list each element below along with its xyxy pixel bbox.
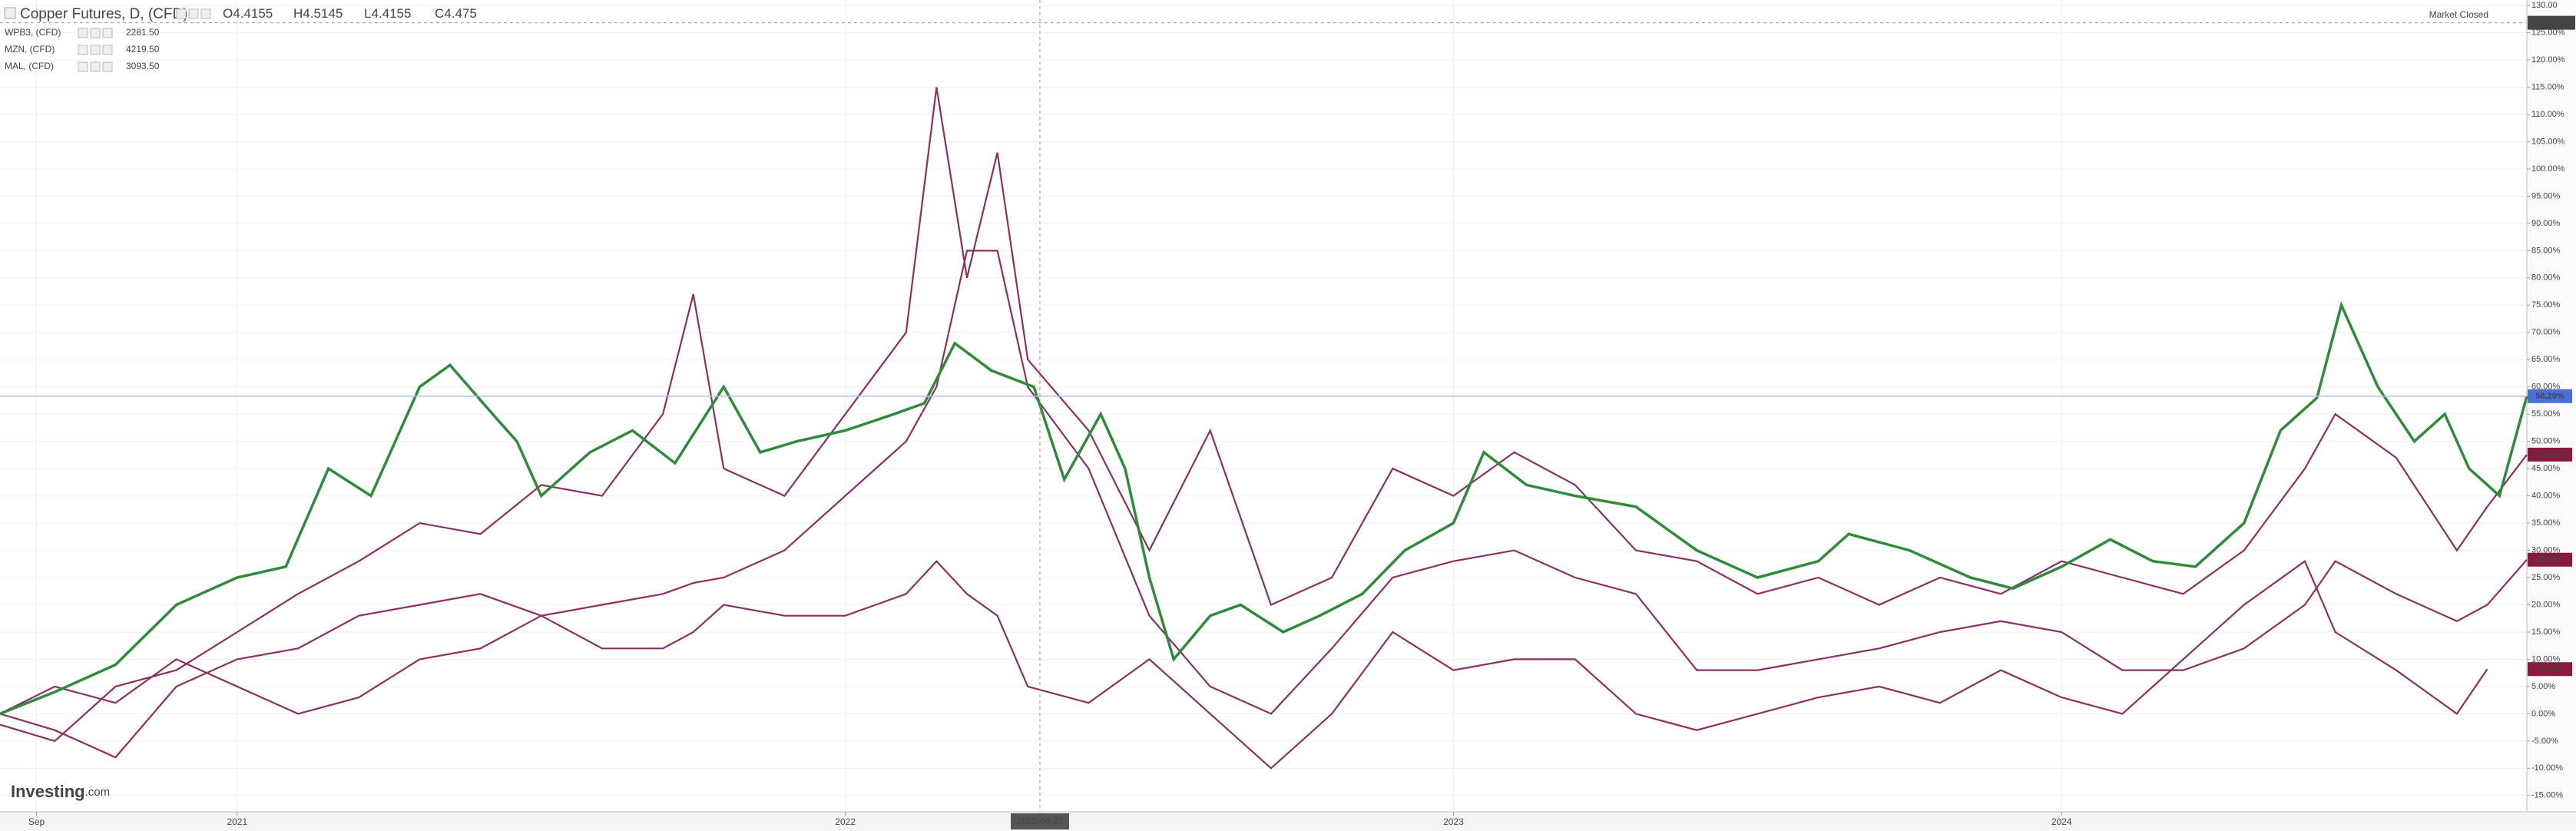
header-icon[interactable] bbox=[200, 8, 211, 19]
y-tick-label: 60.00% bbox=[2531, 382, 2561, 392]
end-label-box bbox=[2528, 389, 2572, 403]
y-tick-label: 5.00% bbox=[2531, 682, 2555, 691]
ohlc-value: 4.475 bbox=[444, 6, 477, 21]
y-tick-label: 10.00% bbox=[2531, 654, 2561, 664]
legend-icon[interactable] bbox=[78, 45, 88, 55]
y-tick-label: 25.00% bbox=[2531, 573, 2561, 582]
x-tick-label: 2023 bbox=[1443, 816, 1464, 827]
y-tick-label: 120.00% bbox=[2531, 55, 2565, 65]
grid bbox=[0, 0, 2530, 816]
chart-title: Copper Futures, D, (CFD) bbox=[20, 6, 188, 22]
y-tick-label: 70.00% bbox=[2531, 328, 2561, 337]
end-label: 58.29% bbox=[2535, 392, 2564, 401]
legend-name: WPB3, (CFD) bbox=[5, 27, 61, 38]
y-tick-label: 115.00% bbox=[2531, 82, 2564, 91]
x-axis-area bbox=[0, 812, 2576, 831]
y-tick-label: 20.00% bbox=[2531, 600, 2561, 609]
ohlc-item: O4.4155 bbox=[223, 6, 273, 21]
y-tick-label: 15.00% bbox=[2531, 627, 2561, 637]
ohlc-value: 4.4155 bbox=[233, 6, 273, 21]
main-line bbox=[0, 301, 2528, 716]
ohlc-letter: H bbox=[293, 6, 303, 21]
legend-icon[interactable] bbox=[78, 61, 88, 72]
ohlc-item: H4.5145 bbox=[293, 6, 343, 21]
end-label: 47.57% bbox=[2535, 450, 2564, 459]
series-line bbox=[0, 250, 2528, 759]
legend-icon[interactable] bbox=[90, 61, 101, 72]
end-label: 28.28% bbox=[2535, 555, 2564, 564]
lines bbox=[0, 87, 2528, 770]
y-tick-label: 50.00% bbox=[2531, 437, 2561, 446]
crosshair-y-box bbox=[2528, 15, 2575, 30]
collapse-icon[interactable] bbox=[4, 7, 16, 19]
series-line bbox=[0, 560, 2488, 770]
legend-name: MZN, (CFD) bbox=[5, 44, 55, 55]
market-status: Market Closed bbox=[2429, 9, 2488, 20]
x-tick-label: 2021 bbox=[227, 816, 247, 827]
y-tick-label: 95.00% bbox=[2531, 191, 2561, 200]
legend-last: 4219.50 bbox=[126, 44, 160, 55]
end-label-box bbox=[2528, 447, 2572, 462]
y-tick-label: 30.00% bbox=[2531, 545, 2561, 555]
ohlc-letter: L bbox=[364, 6, 371, 21]
crosshair-x-box bbox=[1011, 813, 1070, 829]
legend-last: 2281.50 bbox=[126, 27, 160, 38]
legend-icon[interactable] bbox=[90, 28, 101, 38]
end-label-box bbox=[2528, 552, 2572, 567]
ohlc-value: 4.4155 bbox=[371, 6, 411, 21]
crosshair-x-label: 2022-04-27 bbox=[1016, 816, 1064, 826]
header-icon[interactable] bbox=[176, 8, 187, 19]
y-axis-area bbox=[2527, 0, 2576, 812]
y-tick-label: 75.00% bbox=[2531, 300, 2561, 310]
x-tick-label: Sep bbox=[28, 816, 45, 827]
y-tick-label: 125.00% bbox=[2531, 28, 2565, 37]
logo: Investing.com bbox=[11, 782, 110, 801]
legend-icon[interactable] bbox=[90, 45, 101, 55]
y-tick-label: 40.00% bbox=[2531, 492, 2561, 501]
y-tick-label: 90.00% bbox=[2531, 219, 2561, 228]
crosshair-y-label: 126.8213 bbox=[2534, 18, 2569, 28]
legend-icon[interactable] bbox=[102, 45, 113, 55]
legend-icon[interactable] bbox=[102, 61, 113, 72]
end-label-box bbox=[2528, 662, 2572, 677]
y-tick-label: 105.00% bbox=[2531, 137, 2565, 146]
y-tick-label: 100.00% bbox=[2531, 164, 2565, 174]
y-tick-label: 110.00% bbox=[2531, 110, 2564, 119]
logo-suffix: .com bbox=[85, 786, 111, 799]
y-tick-label: 80.00% bbox=[2531, 273, 2561, 283]
legend-icon[interactable] bbox=[102, 28, 113, 38]
ohlc-value: 4.5145 bbox=[303, 6, 343, 21]
y-tick-label: 55.00% bbox=[2531, 409, 2561, 419]
y-tick-label: 0.00% bbox=[2531, 709, 2555, 718]
y-tick-label: -15.00% bbox=[2531, 791, 2563, 800]
ohlc-item: L4.4155 bbox=[364, 6, 411, 21]
end-label: 8.20% bbox=[2538, 664, 2561, 674]
y-tick-label: 85.00% bbox=[2531, 246, 2561, 255]
y-tick-label: 130.00 bbox=[2531, 1, 2558, 10]
ohlc-letter: C bbox=[435, 6, 444, 21]
y-tick-label: -10.00% bbox=[2531, 763, 2563, 773]
x-tick-label: 2024 bbox=[2051, 816, 2072, 827]
x-tick-label: 2022 bbox=[835, 816, 856, 827]
ohlc-letter: O bbox=[223, 6, 233, 21]
y-tick-label: 35.00% bbox=[2531, 518, 2561, 528]
y-tick-label: 45.00% bbox=[2531, 464, 2561, 473]
header-icon[interactable] bbox=[188, 8, 199, 19]
ohlc-item: C4.475 bbox=[435, 6, 477, 21]
logo-main: Investing bbox=[11, 782, 85, 801]
legend-name: MAL, (CFD) bbox=[5, 61, 54, 71]
series-line bbox=[0, 87, 2528, 743]
y-tick-label: 65.00% bbox=[2531, 355, 2561, 364]
legend-icon[interactable] bbox=[78, 28, 88, 38]
y-tick-label: -5.00% bbox=[2531, 737, 2558, 746]
legend-last: 3093.50 bbox=[126, 61, 160, 71]
